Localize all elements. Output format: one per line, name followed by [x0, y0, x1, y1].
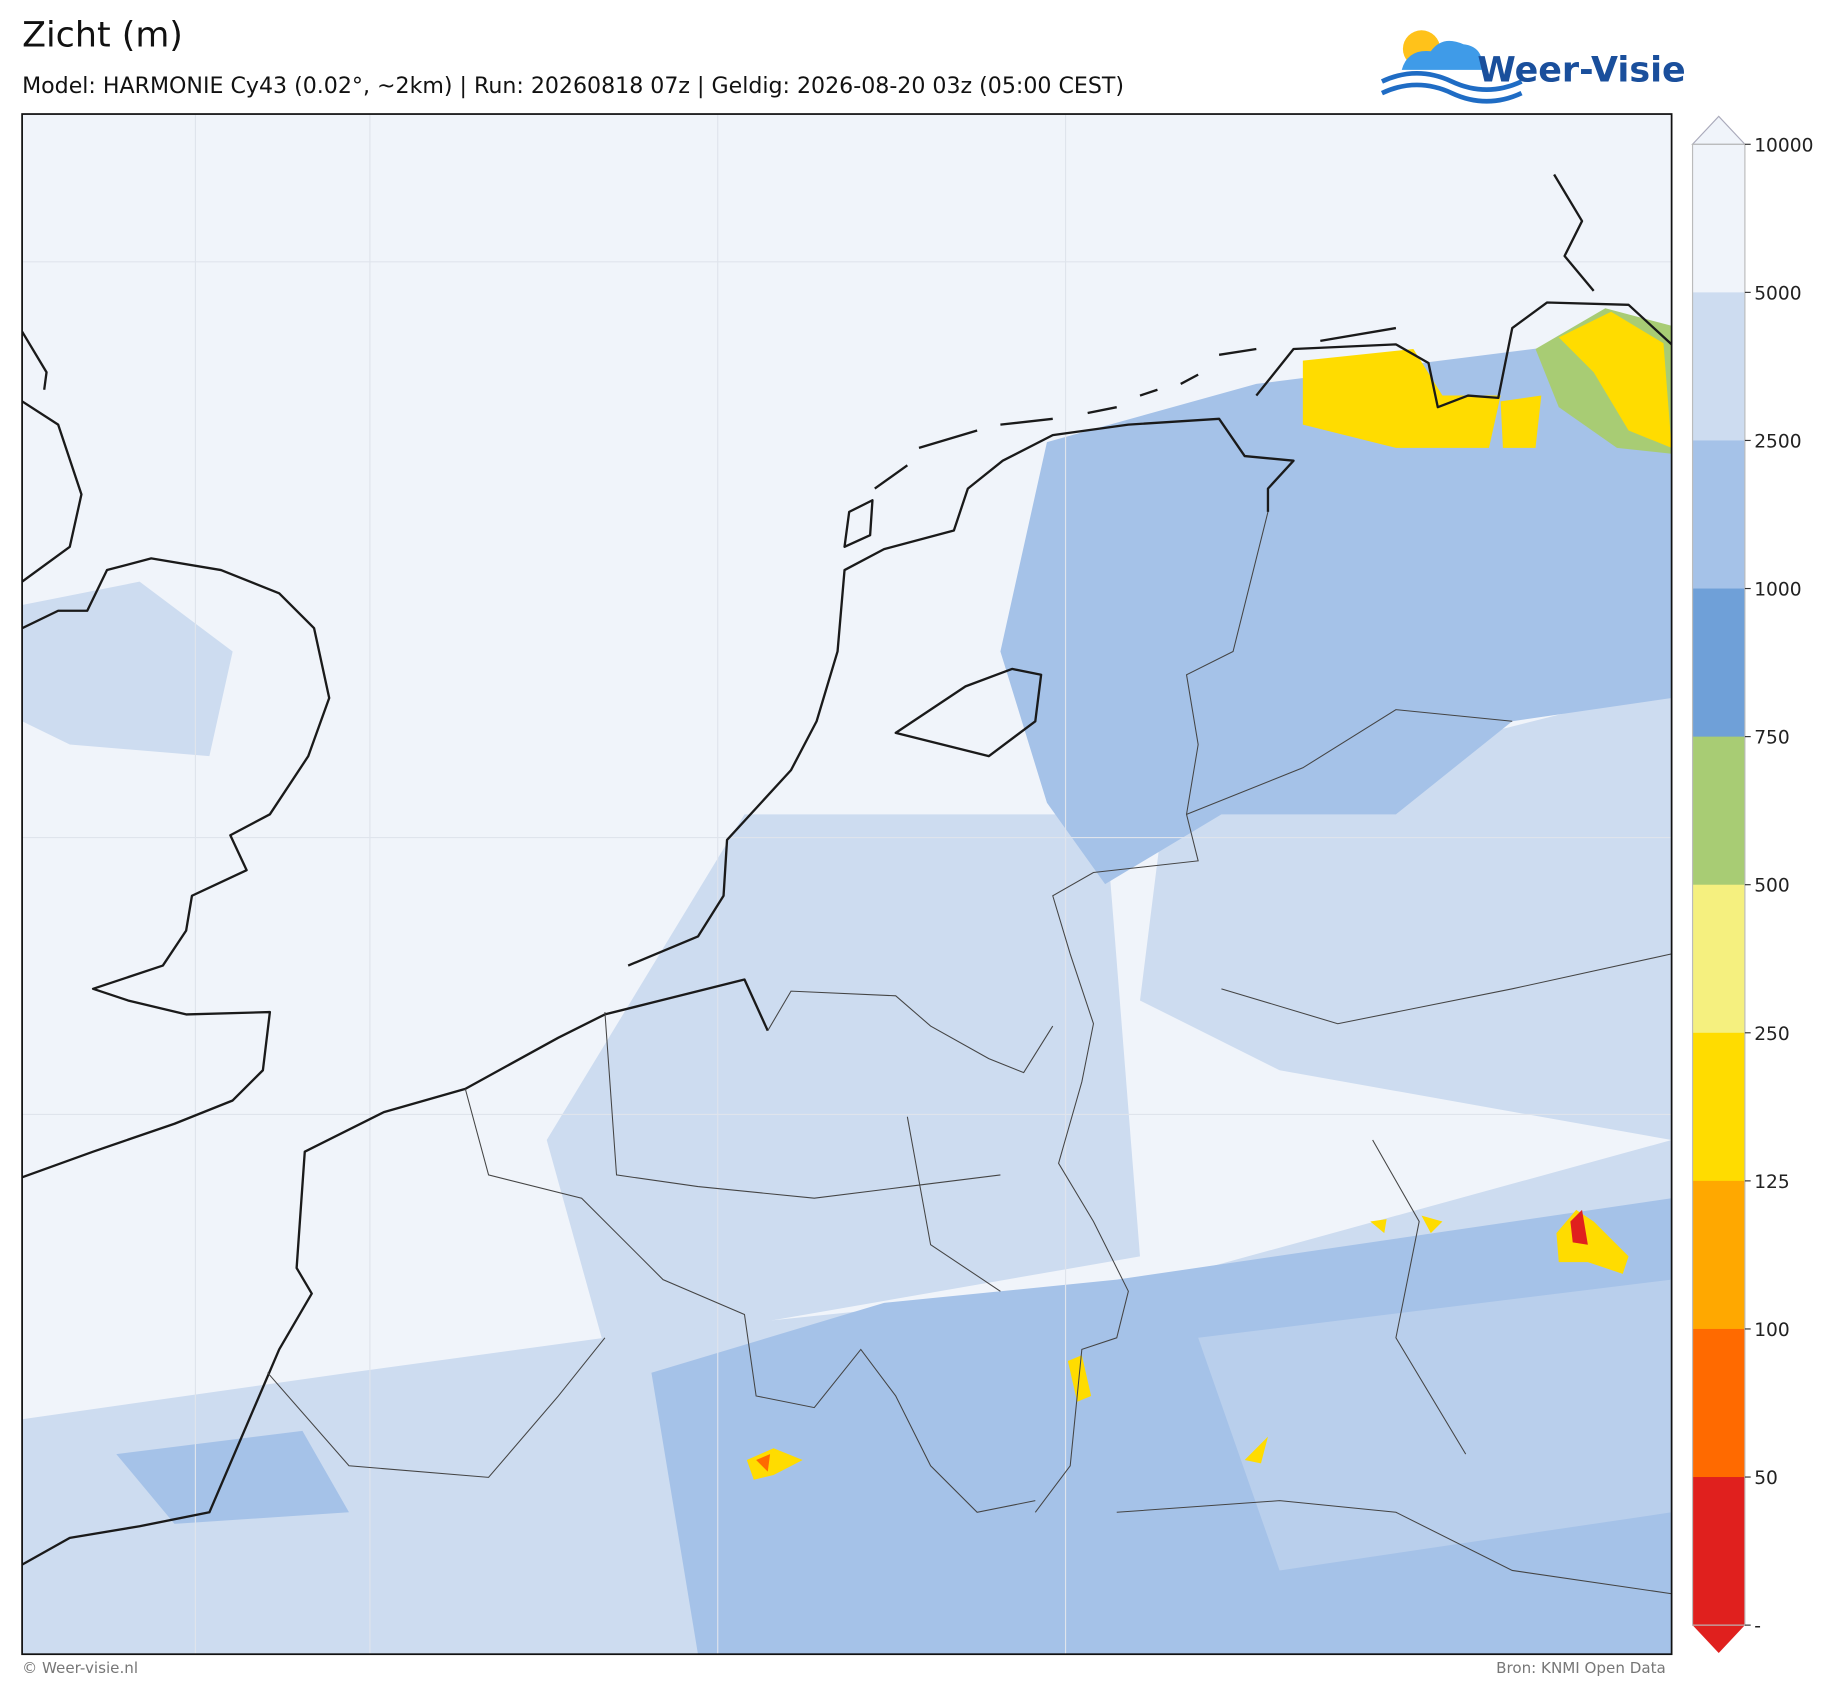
colorbar-tick-label: 100 — [1754, 1320, 1790, 1341]
map-frame — [21, 113, 1673, 1656]
colorbar-extend-bottom — [1692, 1625, 1745, 1654]
colorbar: 10000 5000 2500 1000 750 500 250 125 100 50 - — [1691, 115, 1813, 1654]
colorbar-band — [1692, 1477, 1745, 1626]
field-medium — [1000, 331, 1672, 885]
footer-left: © Weer-visie.nl — [22, 1659, 138, 1677]
logo-text: Weer-Visie — [1477, 50, 1685, 90]
colorbar-tick-label: 2500 — [1754, 431, 1801, 452]
coastline — [22, 330, 331, 1179]
field-light — [22, 581, 233, 757]
coastline — [22, 417, 1295, 1566]
colorbar-band — [1692, 440, 1745, 590]
colorbar-band — [1692, 884, 1745, 1034]
colorbar-band — [1692, 144, 1745, 293]
colorbar-tick-label: 50 — [1754, 1468, 1778, 1489]
colorbar-band — [1692, 1180, 1745, 1330]
border — [464, 511, 1672, 1595]
colorbar-band — [1692, 292, 1745, 442]
colorbar-tick-label: 5000 — [1754, 283, 1801, 304]
colorbar-tick-label: 500 — [1754, 876, 1790, 897]
field-medium — [116, 1430, 349, 1524]
field-yellow — [1302, 349, 1501, 448]
field-light — [546, 814, 1140, 1350]
island — [843, 326, 1397, 758]
logo-waves — [1380, 71, 1523, 104]
admin-border — [267, 709, 1672, 1478]
colorbar-tick-label: 750 — [1754, 728, 1790, 749]
subtitle: Model: HARMONIE Cy43 (0.02°, ~2km) | Run… — [22, 73, 1124, 99]
footer-right: Bron: KNMI Open Data — [1496, 1659, 1666, 1677]
field-red — [1570, 1209, 1588, 1245]
field-yellow — [1500, 395, 1542, 448]
logo-cloud — [1401, 40, 1483, 70]
logo: Weer-Visie — [1380, 30, 1686, 104]
colorbar-tick-label: - — [1754, 1616, 1761, 1637]
colorbar-band — [1692, 588, 1745, 738]
colorbar-band — [1692, 1328, 1745, 1478]
title: Zicht (m) — [22, 16, 183, 56]
colorbar-tick-label: 10000 — [1754, 135, 1813, 156]
colorbar-tick-label: 1000 — [1754, 580, 1801, 601]
coastline — [1255, 173, 1672, 409]
colorbar-band — [1692, 1032, 1745, 1182]
field-yellow — [1558, 311, 1672, 448]
colorbar-tick-label: 125 — [1754, 1172, 1790, 1193]
map — [21, 113, 1673, 1656]
colorbar-extend-top — [1691, 115, 1747, 145]
field-yellow — [746, 1448, 803, 1480]
colorbar-band — [1692, 736, 1745, 886]
colorbar-tick-label: 250 — [1754, 1024, 1790, 1045]
field-medium — [1198, 1279, 1672, 1571]
